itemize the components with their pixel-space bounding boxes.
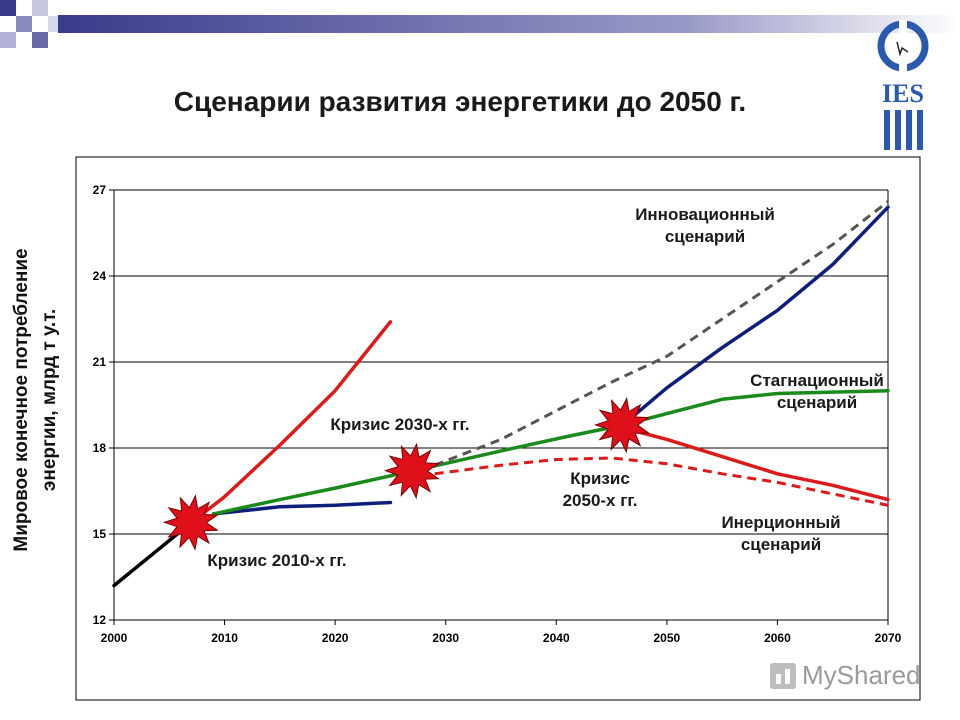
grid-lines xyxy=(114,189,888,535)
watermark: MyShared xyxy=(770,660,921,691)
annotation-inertia-line1: Инерционный xyxy=(721,513,841,532)
annotation-crisis-2050: Кризис 2050-х гг. xyxy=(520,468,680,512)
crisis-star-icon-1 xyxy=(383,442,441,500)
series-lines xyxy=(112,200,890,588)
annotation-crisis-2030: Кризис 2030-х гг. xyxy=(330,415,470,434)
y-axis-label-line1: Мировое конечное потребление xyxy=(11,248,32,552)
crisis-star-icon-2 xyxy=(594,396,651,454)
annotation-innovation-line1: Инновационный xyxy=(635,205,775,224)
series-line-8 xyxy=(434,200,889,467)
annotation-stagnation-line1: Стагнационный xyxy=(750,371,884,390)
series-line-4 xyxy=(620,388,890,427)
series-line-1 xyxy=(189,320,393,525)
annotation-stagnation-line2: сценарий xyxy=(776,393,858,412)
top-decoration-bar xyxy=(0,0,960,48)
series-line-2 xyxy=(211,500,393,516)
y-tick-label-24: 24 xyxy=(93,269,107,283)
slide-title: Сценарии развития энергетики до 2050 г. xyxy=(173,86,747,117)
y-axis-label: Мировое конечное потребление энергии, мл… xyxy=(8,190,64,610)
series-line-7 xyxy=(434,456,889,507)
x-tick-label-2070: 2070 xyxy=(875,631,902,645)
series-line-6 xyxy=(620,426,890,502)
y-axis-label-line2: энергии, млрд т у.т. xyxy=(39,308,60,492)
y-tick-label-15: 15 xyxy=(93,527,107,541)
annotation-crisis-2050-line1: Кризис xyxy=(570,469,630,488)
annotation-crisis-2050-line2: 2050-х гг. xyxy=(562,491,638,510)
y-tick-label-18: 18 xyxy=(93,441,107,455)
logo-text: IES xyxy=(882,79,924,108)
x-tick-label-2030: 2030 xyxy=(432,631,459,645)
annotation-inertia: Инерционный сценарий xyxy=(676,512,886,556)
annotation-innovation: Инновационный сценарий xyxy=(600,204,810,248)
crisis-star-icon-0 xyxy=(162,494,219,551)
annotation-stagnation: Стагнационный сценарий xyxy=(712,370,922,414)
x-tick-label-2040: 2040 xyxy=(543,631,570,645)
x-tick-labels: 2000 2010 2020 2030 2040 2050 2060 2070 xyxy=(101,631,902,645)
x-tick-label-2050: 2050 xyxy=(654,631,681,645)
x-tick-label-2000: 2000 xyxy=(101,631,128,645)
axes xyxy=(109,189,889,625)
x-tick-label-2060: 2060 xyxy=(764,631,791,645)
x-tick-label-2010: 2010 xyxy=(211,631,238,645)
ies-logo: IES xyxy=(877,20,929,150)
y-tick-label-21: 21 xyxy=(93,355,107,369)
x-tick-label-2020: 2020 xyxy=(322,631,349,645)
series-line-5 xyxy=(620,205,890,427)
annotation-innovation-line2: сценарий xyxy=(664,227,746,246)
y-tick-labels: 12 15 18 21 24 27 xyxy=(93,183,107,627)
y-tick-label-12: 12 xyxy=(93,613,107,627)
y-tick-label-27: 27 xyxy=(93,183,107,197)
watermark-icon xyxy=(770,662,796,689)
watermark-text: MyShared xyxy=(802,660,921,690)
crisis-markers xyxy=(162,396,651,551)
annotation-inertia-line2: сценарий xyxy=(740,535,822,554)
annotation-crisis-2010: Кризис 2010-х гг. xyxy=(207,551,347,570)
chart-frame xyxy=(75,156,921,701)
